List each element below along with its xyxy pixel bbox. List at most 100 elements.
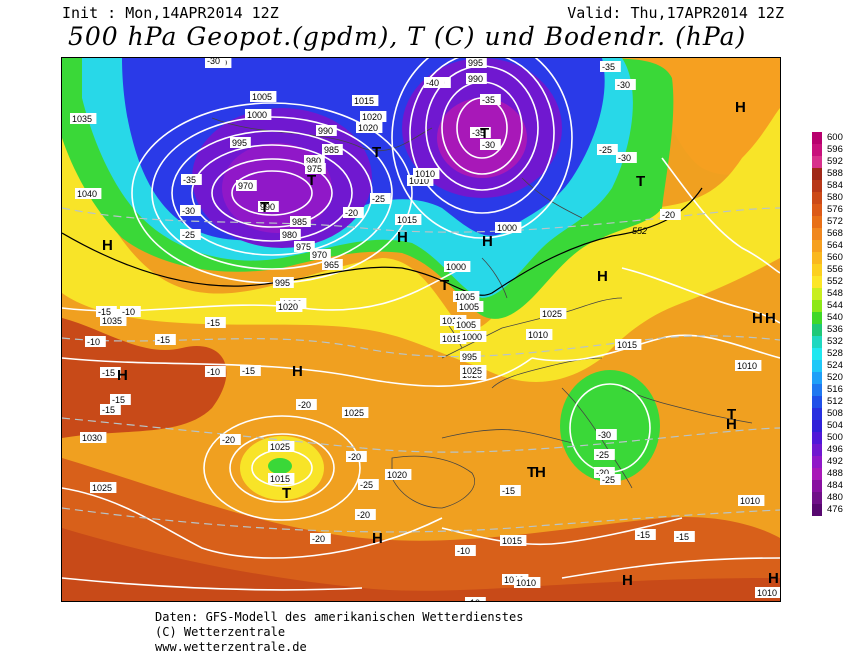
legend-row: 516	[810, 384, 850, 396]
pressure-label: 1010	[442, 316, 462, 326]
legend-value: 476	[827, 504, 843, 515]
legend-row: 512	[810, 396, 850, 408]
pressure-label-bg	[290, 216, 311, 227]
pressure-label: 1020	[387, 470, 407, 480]
legend-swatch	[812, 204, 822, 216]
legend-value: 592	[827, 156, 843, 167]
legend-swatch	[812, 228, 822, 240]
pressure-label-bg	[322, 144, 343, 155]
pressure-label: 1025	[344, 408, 364, 418]
low-pressure-center: T	[636, 173, 645, 190]
legend-swatch	[812, 432, 822, 444]
temperature-label-group: -30-40-35-30-25-30-35-40-35-30-25-20-25-…	[85, 58, 695, 601]
isotherms	[62, 207, 780, 533]
legend-swatch	[812, 180, 822, 192]
legend-swatch	[812, 348, 822, 360]
footer-copyright: (C) Wetterzentrale	[155, 625, 286, 639]
temperature-label: -10	[467, 598, 480, 601]
legend-value: 488	[827, 468, 843, 479]
legend-value: 480	[827, 492, 843, 503]
pressure-label-bg	[735, 360, 762, 371]
temperature-label: -35	[602, 62, 615, 72]
legend-swatch	[812, 168, 822, 180]
temperature-label-bg	[343, 207, 364, 218]
weather-map: 1010100510009959909859809759701035104010…	[61, 57, 781, 602]
pressure-label: 990	[468, 74, 483, 84]
temperature-label: -15	[102, 405, 115, 415]
pressure-label-bg	[356, 122, 383, 133]
pressure-label: 1005	[456, 320, 476, 330]
pressure-label-bg	[310, 249, 331, 260]
temperature-label: -10	[207, 367, 220, 377]
temperature-label-bg	[635, 529, 656, 540]
low-pressure-center: T	[372, 144, 381, 161]
temperature-label: -15	[502, 486, 515, 496]
legend-row: 596	[810, 144, 850, 156]
pressure-label-bg	[268, 473, 295, 484]
high-pressure-center: H	[372, 530, 383, 547]
pressure-label: 1005	[459, 302, 479, 312]
pressure-label-bg	[440, 315, 467, 326]
pressure-label-bg	[305, 163, 326, 174]
legend-value: 544	[827, 300, 843, 311]
high-pressure-center: H	[117, 367, 128, 384]
pressure-label: 1015	[617, 340, 637, 350]
temperature-label-bg	[455, 545, 476, 556]
temperature-label: -25	[360, 480, 373, 490]
pressure-label-bg	[236, 180, 257, 191]
pressure-label-bg	[395, 214, 422, 225]
pressure-label: 1015	[354, 96, 374, 106]
pressure-label: 970	[238, 181, 253, 191]
pressure-label: 1010	[415, 169, 435, 179]
pressure-label-bg	[407, 175, 434, 186]
temperature-label-bg	[596, 429, 617, 440]
legend-swatch	[812, 360, 822, 372]
pressure-label: 995	[275, 278, 290, 288]
legend-swatch	[812, 396, 822, 408]
legend-swatch	[812, 144, 822, 156]
temperature-label: -30	[618, 153, 631, 163]
temperature-label: -25	[602, 475, 615, 485]
legend-swatch	[812, 324, 822, 336]
temperature-label: -15	[242, 366, 255, 376]
legend-row: 524	[810, 360, 850, 372]
pressure-label: 980	[306, 156, 321, 166]
pressure-label: 985	[292, 217, 307, 227]
temperature-label-bg	[205, 58, 226, 66]
legend-swatch	[812, 420, 822, 432]
pressure-label: 1015	[442, 334, 462, 344]
high-pressure-center: H	[597, 268, 608, 285]
pressure-label: 1005	[252, 92, 272, 102]
legend-row: 580	[810, 192, 850, 204]
pressure-label: 985	[324, 145, 339, 155]
high-pressure-center: H	[752, 310, 763, 327]
legend-row: 532	[810, 336, 850, 348]
pressure-label: 1020	[358, 123, 378, 133]
temperature-label: -15	[676, 532, 689, 542]
pressure-label: 1015	[397, 215, 417, 225]
temperature-label: -20	[298, 400, 311, 410]
temperature-label: -10	[87, 337, 100, 347]
temperature-label: -25	[372, 194, 385, 204]
temperature-label-bg	[358, 479, 379, 490]
pressure-label-bg	[460, 365, 487, 376]
pressure-label-bg	[460, 351, 481, 362]
pressure-label: 1020	[362, 112, 382, 122]
chart-title: 500 hPa Geopot.(gpdm), T (C) und Bodendr…	[68, 22, 747, 51]
contour-552-label: 552	[632, 226, 647, 236]
high-pressure-center: H	[726, 416, 737, 433]
high-pressure-center: H	[397, 229, 408, 246]
legend-swatch	[812, 192, 822, 204]
legend-value: 560	[827, 252, 843, 263]
temperature-label-bg	[594, 467, 615, 478]
legend-value: 584	[827, 180, 843, 191]
temperature-label-bg	[480, 94, 501, 105]
pressure-label-bg	[342, 407, 369, 418]
legend-row: 488	[810, 468, 850, 480]
contour-552	[62, 187, 703, 296]
legend-row: 592	[810, 156, 850, 168]
temperature-label: -30	[207, 58, 220, 66]
legend-swatch	[812, 300, 822, 312]
pressure-label-bg	[453, 291, 480, 302]
